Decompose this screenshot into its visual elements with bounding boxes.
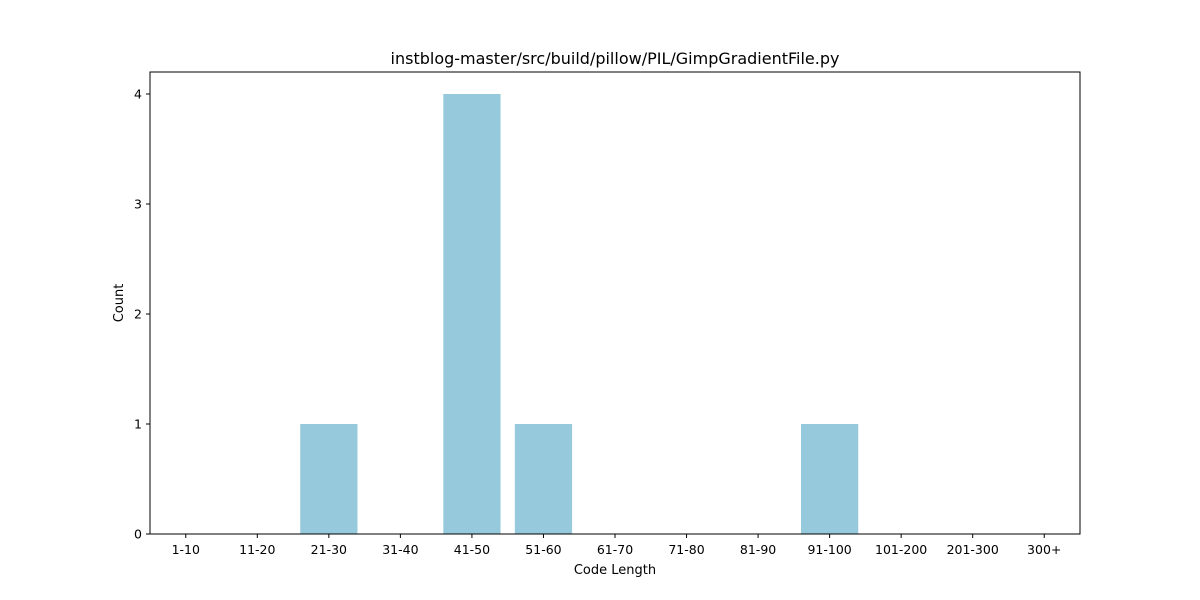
x-tick-label: 41-50 <box>454 542 490 557</box>
x-tick-label: 300+ <box>1027 542 1061 557</box>
bars-group <box>300 94 859 534</box>
bar-41-50 <box>443 94 501 534</box>
x-tick-label: 31-40 <box>382 542 418 557</box>
y-axis-ticks: 0 1 2 3 4 <box>134 87 150 542</box>
x-tick-label: 21-30 <box>311 542 347 557</box>
x-axis-label: Code Length <box>574 563 656 578</box>
y-tick-label: 4 <box>134 87 142 102</box>
y-tick-label: 3 <box>134 197 142 212</box>
bar-91-100 <box>801 424 859 534</box>
x-tick-label: 61-70 <box>597 542 633 557</box>
y-tick-label: 1 <box>134 417 142 432</box>
x-tick-label: 71-80 <box>668 542 704 557</box>
y-tick-label: 0 <box>134 527 142 542</box>
x-tick-label: 1-10 <box>172 542 200 557</box>
y-tick-label: 2 <box>134 307 142 322</box>
x-tick-label: 81-90 <box>740 542 776 557</box>
bar-51-60 <box>514 424 573 534</box>
plot-frame <box>149 71 1081 535</box>
x-tick-label: 11-20 <box>239 542 275 557</box>
x-tick-label: 51-60 <box>525 542 561 557</box>
x-tick-label: 91-100 <box>807 542 851 557</box>
chart-title: instblog-master/src/build/pillow/PIL/Gim… <box>391 49 840 68</box>
x-axis-ticks: 1-10 11-20 21-30 31-40 41-50 51-60 61-70 71-80 8… <box>172 534 1061 557</box>
x-tick-label: 101-200 <box>875 542 927 557</box>
x-tick-label: 201-300 <box>947 542 999 557</box>
bar-21-30 <box>300 424 358 534</box>
y-axis-label: Count <box>112 284 127 323</box>
